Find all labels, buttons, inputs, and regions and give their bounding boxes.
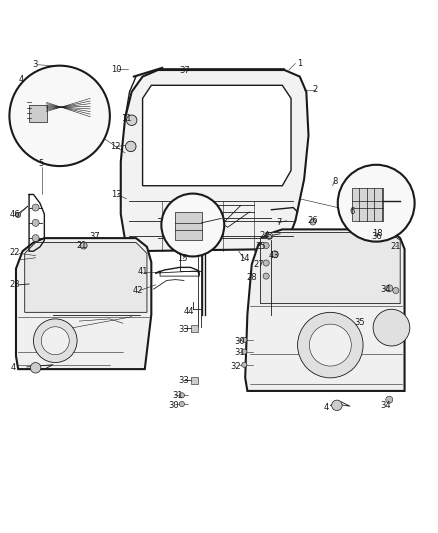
Text: 41: 41 bbox=[138, 267, 148, 276]
Circle shape bbox=[30, 362, 41, 373]
Text: 23: 23 bbox=[9, 280, 20, 289]
Circle shape bbox=[242, 337, 247, 343]
Circle shape bbox=[161, 193, 224, 256]
Polygon shape bbox=[121, 70, 308, 251]
Text: 10: 10 bbox=[111, 64, 122, 74]
Text: 2: 2 bbox=[312, 85, 318, 94]
Bar bbox=[175, 212, 201, 240]
Text: 21: 21 bbox=[391, 243, 401, 252]
Circle shape bbox=[338, 165, 415, 241]
Text: 34: 34 bbox=[381, 285, 391, 294]
Bar bbox=[29, 105, 46, 123]
Text: 12: 12 bbox=[110, 142, 120, 151]
Polygon shape bbox=[16, 238, 151, 369]
Text: 30: 30 bbox=[168, 401, 178, 410]
Circle shape bbox=[309, 324, 351, 366]
Text: 5: 5 bbox=[38, 159, 43, 168]
Text: 37: 37 bbox=[89, 232, 100, 241]
Text: 31: 31 bbox=[235, 349, 245, 358]
Text: 46: 46 bbox=[9, 211, 20, 220]
Text: 28: 28 bbox=[247, 273, 257, 282]
Text: 42: 42 bbox=[133, 286, 144, 295]
Text: 11: 11 bbox=[121, 115, 132, 124]
Text: 4: 4 bbox=[323, 402, 328, 411]
Circle shape bbox=[386, 396, 393, 403]
Circle shape bbox=[10, 66, 110, 166]
Polygon shape bbox=[245, 229, 405, 391]
Bar bbox=[352, 188, 383, 221]
Text: 3: 3 bbox=[32, 60, 37, 69]
Circle shape bbox=[33, 319, 77, 362]
Circle shape bbox=[80, 242, 87, 249]
Circle shape bbox=[266, 232, 273, 239]
Circle shape bbox=[263, 260, 269, 266]
Circle shape bbox=[242, 362, 247, 367]
Text: 13: 13 bbox=[111, 190, 122, 199]
Circle shape bbox=[32, 235, 39, 241]
Circle shape bbox=[32, 220, 39, 227]
Circle shape bbox=[263, 243, 269, 248]
Circle shape bbox=[332, 400, 342, 410]
Circle shape bbox=[41, 327, 69, 354]
Polygon shape bbox=[25, 243, 147, 312]
Text: 34: 34 bbox=[381, 401, 391, 410]
Text: 35: 35 bbox=[354, 318, 365, 327]
Circle shape bbox=[310, 219, 316, 225]
Text: 7: 7 bbox=[276, 219, 282, 228]
Text: 37: 37 bbox=[180, 67, 191, 75]
Text: 32: 32 bbox=[230, 361, 241, 370]
Text: 6: 6 bbox=[350, 207, 355, 216]
Text: 31: 31 bbox=[172, 391, 183, 400]
Bar bbox=[191, 325, 198, 332]
Text: 27: 27 bbox=[254, 260, 265, 269]
Circle shape bbox=[393, 287, 399, 294]
Text: 33: 33 bbox=[178, 325, 189, 334]
Circle shape bbox=[179, 401, 184, 407]
Circle shape bbox=[15, 212, 21, 217]
Circle shape bbox=[297, 312, 363, 378]
Circle shape bbox=[126, 141, 136, 152]
Text: 15: 15 bbox=[177, 254, 187, 263]
Text: 22: 22 bbox=[9, 248, 20, 257]
Circle shape bbox=[373, 309, 410, 346]
Text: 45: 45 bbox=[263, 232, 273, 241]
Circle shape bbox=[127, 115, 137, 125]
Text: 18: 18 bbox=[372, 229, 382, 238]
Text: 8: 8 bbox=[332, 177, 337, 186]
Circle shape bbox=[272, 251, 279, 258]
Circle shape bbox=[386, 285, 393, 292]
Circle shape bbox=[179, 393, 184, 398]
Text: 30: 30 bbox=[235, 337, 245, 346]
Text: 36: 36 bbox=[372, 232, 382, 241]
Circle shape bbox=[263, 273, 269, 279]
Text: 4: 4 bbox=[19, 75, 24, 84]
Text: 14: 14 bbox=[239, 254, 250, 263]
Text: 1: 1 bbox=[297, 59, 302, 68]
Polygon shape bbox=[261, 232, 400, 304]
Circle shape bbox=[242, 349, 247, 354]
Text: 26: 26 bbox=[307, 216, 318, 225]
Bar bbox=[191, 376, 198, 384]
Polygon shape bbox=[143, 85, 291, 185]
Text: 33: 33 bbox=[178, 376, 189, 385]
Text: 24: 24 bbox=[260, 231, 270, 239]
Circle shape bbox=[32, 204, 39, 211]
Text: 21: 21 bbox=[76, 241, 87, 250]
Text: 25: 25 bbox=[255, 243, 266, 252]
Text: 4: 4 bbox=[11, 364, 15, 372]
Text: 44: 44 bbox=[184, 306, 194, 316]
Text: 43: 43 bbox=[268, 251, 279, 260]
